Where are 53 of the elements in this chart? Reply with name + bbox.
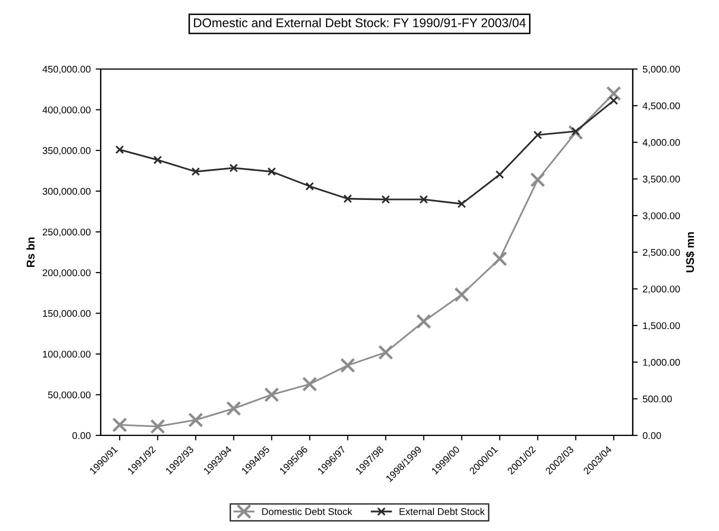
y-tick-label: 200,000.00 [42,269,91,278]
point [112,417,128,432]
point [229,164,238,172]
y2-tick-label: 1,500.00 [643,322,680,330]
point [492,251,508,266]
point [495,170,504,179]
y-axis-title: Rs bn [26,237,35,267]
point [419,195,428,204]
legend-label: External Debt Stock [400,508,485,516]
y2-tick-label: 2,000.00 [642,286,680,294]
y2-tick-label: 1,000.00 [643,358,680,367]
y2-tick-label: 0.00 [642,432,661,440]
point [150,418,166,434]
legend-label: Domestic Debt Stock [262,508,352,516]
y-tick-label: 350,000.00 [42,147,91,156]
y-tick-label: 250,000.00 [42,228,91,237]
point [533,130,542,140]
y-tick-label: 300,000.00 [42,188,91,196]
point [457,200,466,208]
point [188,412,204,428]
point [267,167,276,176]
y-tick-label: 50,000.00 [48,391,91,400]
point [606,86,622,101]
chart-title: DOmestic and External Debt Stock: FY 1990/91-FY 2003/04 [194,18,526,28]
y-tick-label: 400,000.00 [42,106,91,115]
y2-tick-label: 3,500.00 [642,176,680,184]
y2-tick-label: 5,000.00 [642,66,680,74]
point [454,287,470,302]
point [609,96,618,105]
point [305,182,314,191]
point [343,194,352,204]
y2-tick-label: 500.00 [642,396,672,402]
point [191,167,200,176]
point [153,156,162,164]
point [226,401,242,416]
y2-tick-label: 3,000.00 [642,212,680,220]
y-tick-label: 100,000.00 [43,350,91,359]
point [302,376,318,392]
y2-tick-label: 2,500.00 [642,248,680,257]
point [264,387,280,402]
point [416,314,432,329]
point [381,195,390,204]
y-tick-label: 450,000.00 [42,66,91,74]
y-tick-label: 0.00 [72,432,91,440]
point [530,172,546,188]
point [115,145,124,154]
point [340,358,356,373]
point [378,344,394,360]
y2-tick-label: 4,000.00 [642,139,680,148]
y2-tick-label: 4,500.00 [642,102,680,110]
point [571,127,580,136]
y2-axis-title: US$ mn [686,232,695,272]
y-tick-label: 150,000.00 [43,310,91,318]
